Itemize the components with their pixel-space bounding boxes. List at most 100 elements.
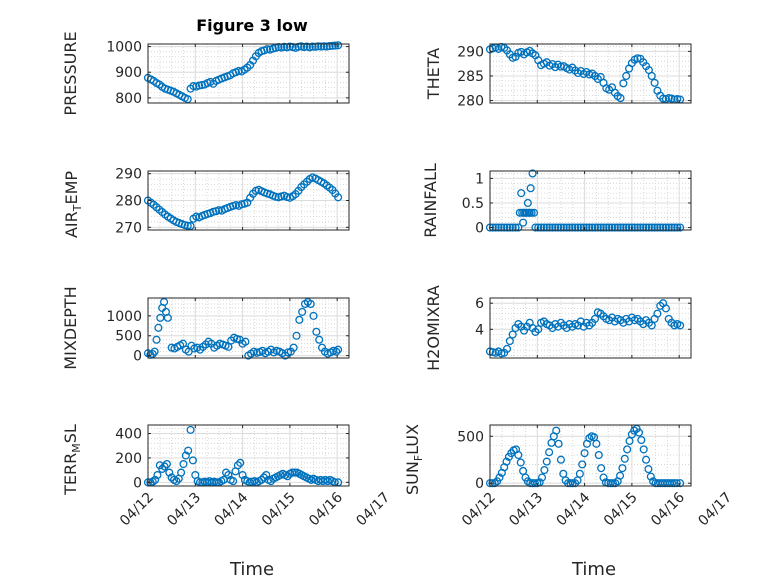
data-point	[642, 223, 651, 232]
data-point	[505, 336, 514, 346]
y-tick-label: 290	[115, 167, 142, 183]
data-point	[606, 479, 615, 488]
axes-box	[147, 297, 350, 359]
y-tick-label: 280	[457, 94, 484, 110]
data-point	[673, 223, 682, 232]
data-point	[514, 223, 523, 232]
axes-box	[489, 297, 692, 359]
data-point	[186, 425, 195, 434]
data-point	[314, 42, 323, 51]
y-tick-label: 1000	[106, 40, 142, 56]
data-point	[619, 223, 628, 232]
plot-area	[490, 171, 691, 230]
data-point	[642, 455, 651, 464]
y-axis-label: H2OMIXRA	[424, 285, 443, 371]
data-point	[334, 41, 343, 50]
data-point	[650, 223, 659, 232]
data-point	[540, 465, 549, 475]
data-point	[502, 457, 511, 466]
data-point	[526, 184, 535, 193]
data-point	[315, 335, 324, 344]
data-point	[548, 223, 557, 232]
y-tick-label: 0	[475, 221, 484, 237]
data-point	[236, 458, 245, 467]
data-point	[241, 337, 250, 346]
data-point	[154, 323, 163, 332]
data-point	[627, 223, 636, 232]
data-point	[585, 434, 594, 443]
data-point	[186, 221, 195, 231]
data-point	[537, 473, 547, 482]
data-point	[148, 349, 157, 359]
data-point	[644, 465, 653, 474]
data-point	[160, 462, 169, 471]
data-point	[619, 79, 628, 88]
data-point	[639, 223, 648, 232]
data-point	[633, 223, 642, 232]
data-point	[610, 223, 619, 232]
data-point	[611, 479, 620, 488]
data-point	[590, 314, 600, 323]
data-point	[160, 297, 169, 307]
data-point	[602, 223, 611, 232]
data-point	[502, 223, 512, 232]
data-point	[542, 457, 551, 466]
data-point	[596, 223, 605, 232]
data-point	[661, 304, 670, 313]
data-point	[639, 445, 648, 454]
data-point	[668, 479, 677, 488]
data-point	[229, 477, 238, 486]
data-point	[179, 459, 188, 469]
data-point	[670, 223, 679, 232]
data-point	[650, 78, 659, 87]
data-point	[528, 169, 537, 178]
data-point	[334, 193, 343, 202]
data-point	[292, 331, 301, 340]
y-axis-label: RAINFALL	[421, 163, 440, 238]
y-tick-label: 6	[475, 296, 484, 312]
data-point	[334, 345, 343, 354]
x-axis-label-left: Time	[229, 559, 274, 580]
data-point	[599, 473, 608, 482]
data-point	[649, 477, 658, 486]
plot-area	[148, 44, 349, 103]
data-point	[289, 343, 298, 352]
data-point	[188, 456, 197, 465]
plot-area	[490, 44, 691, 103]
data-point	[630, 223, 639, 232]
y-tick-label: 900	[115, 65, 142, 81]
data-point	[530, 479, 539, 488]
data-point	[594, 450, 603, 460]
data-point	[156, 313, 165, 322]
data-point	[556, 62, 565, 71]
data-point	[312, 327, 321, 336]
data-point	[618, 464, 627, 473]
data-point	[545, 223, 554, 232]
y-tick-label: 0	[133, 475, 142, 491]
data-point	[636, 223, 645, 232]
data-point	[551, 223, 560, 232]
markers-h2omixra	[485, 299, 685, 358]
axes-box	[489, 170, 692, 231]
data-point	[647, 223, 656, 232]
subplot-air_temp: 270 280 290 AIRTEMP	[62, 167, 350, 238]
data-point	[150, 347, 159, 356]
data-point	[259, 473, 268, 482]
axes-box	[489, 424, 692, 487]
data-point	[647, 71, 656, 81]
plot-area	[490, 425, 691, 486]
data-point	[633, 54, 642, 63]
data-point	[608, 479, 618, 488]
data-point	[488, 479, 497, 488]
data-point	[224, 470, 233, 480]
markers-theta	[485, 42, 685, 104]
y-axis-label: PRESSURE	[61, 31, 80, 115]
data-point	[325, 42, 334, 51]
data-point	[290, 468, 299, 477]
y-tick-label: 1000	[106, 309, 142, 325]
y-tick-label: 500	[457, 429, 484, 445]
subplot-terr_msl: 0 200 400 04/12 04/13 04/14 04/15 04/16 04/17 TER…	[61, 424, 393, 529]
data-point	[519, 218, 528, 227]
x-tick-label: 04/12	[459, 490, 499, 530]
